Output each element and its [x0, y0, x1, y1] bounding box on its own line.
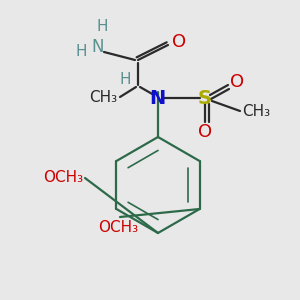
Text: O: O: [172, 33, 186, 51]
Text: O: O: [198, 123, 212, 141]
Text: N: N: [92, 38, 104, 56]
Text: H: H: [96, 19, 108, 34]
Text: O: O: [230, 73, 244, 91]
Text: OCH₃: OCH₃: [98, 220, 138, 235]
Text: S: S: [198, 88, 212, 107]
Text: OCH₃: OCH₃: [43, 170, 83, 185]
Text: N: N: [149, 88, 165, 107]
Text: H: H: [76, 44, 87, 59]
Text: H: H: [119, 73, 131, 88]
Text: CH₃: CH₃: [89, 89, 117, 104]
Text: CH₃: CH₃: [242, 103, 270, 118]
